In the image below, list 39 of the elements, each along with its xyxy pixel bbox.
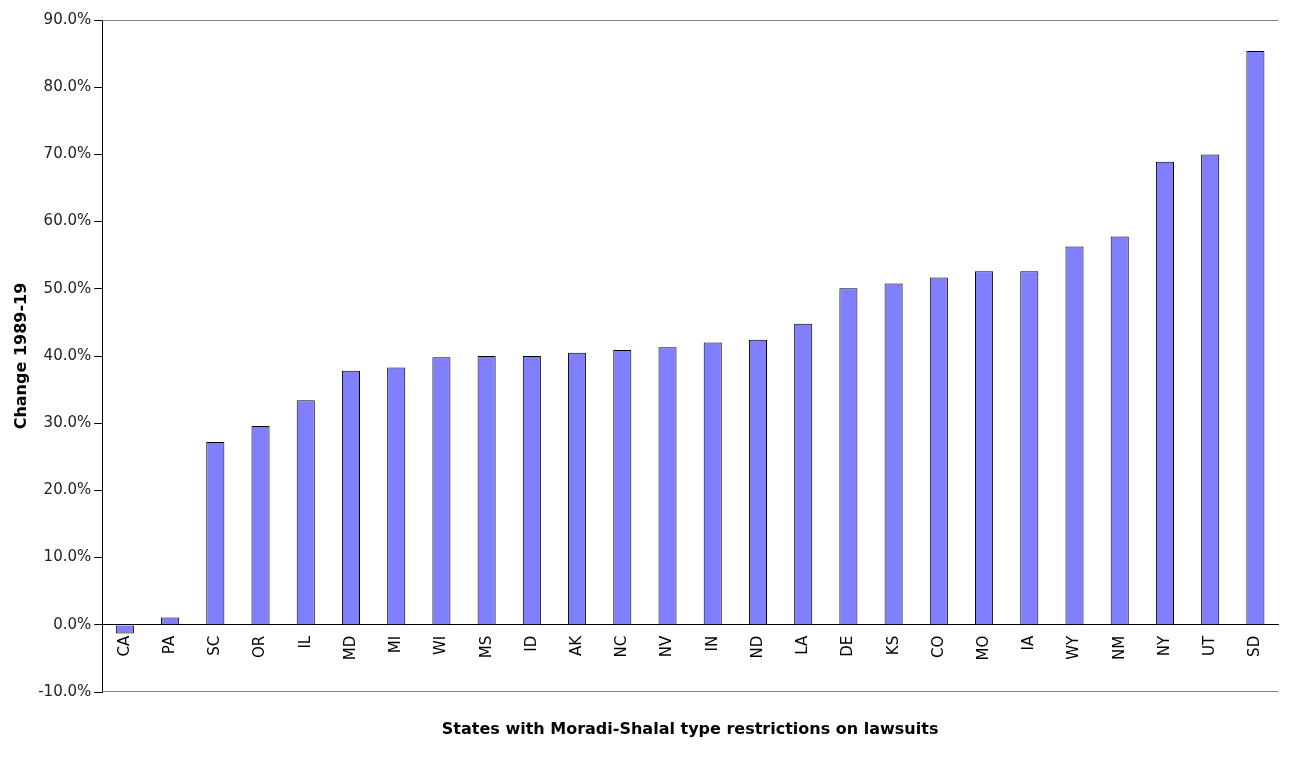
x-tick-label: SD (1245, 635, 1264, 657)
x-tick-label: ID (521, 635, 540, 652)
y-tick-label: 50.0% (43, 278, 92, 297)
y-tick-label: 10.0% (43, 547, 92, 566)
y-tick-label: 90.0% (43, 9, 92, 28)
x-tick-label: CO (928, 635, 947, 659)
x-tick-label: PA (159, 635, 178, 655)
x-tick-label: MO (973, 635, 992, 661)
x-tick-label: NM (1109, 635, 1128, 660)
x-tick-label: DE (838, 635, 857, 657)
x-tick-label: CA (114, 635, 133, 657)
y-tick-label: 30.0% (43, 413, 92, 432)
x-tick-label: LA (793, 635, 812, 655)
x-tick-label: ND (747, 635, 766, 659)
y-tick-label: -10.0% (38, 681, 92, 700)
x-tick-label: UT (1200, 634, 1219, 656)
x-tick-label: MD (340, 635, 359, 661)
x-tick-label: IA (1019, 635, 1038, 651)
y-tick-label: 80.0% (43, 77, 92, 96)
y-tick-label: 40.0% (43, 345, 92, 364)
x-tick-label: IN (702, 635, 721, 652)
y-axis-title: Change 1989-19 (10, 282, 30, 430)
y-tick-label: 0.0% (53, 614, 92, 633)
y-tick-label: 20.0% (43, 480, 92, 499)
x-tick-label: MI (386, 635, 405, 654)
x-tick-label: NC (612, 635, 631, 658)
x-tick-label: WY (1064, 634, 1083, 660)
x-tick-label: AK (566, 634, 585, 656)
y-tick-label: 70.0% (43, 144, 92, 163)
x-axis-title: States with Moradi-Shalal type restrictions on lawsuits (441, 719, 939, 739)
x-tick-label: SC (205, 635, 224, 656)
x-tick-label: IL (295, 635, 314, 649)
x-tick-label: NV (657, 635, 676, 658)
x-tick-label: KS (883, 635, 902, 656)
x-tick-label: OR (250, 635, 269, 659)
x-tick-label: WI (431, 635, 450, 656)
x-tick-label: MS (476, 635, 495, 659)
y-tick-label: 60.0% (43, 211, 92, 230)
x-tick-label: NY (1154, 634, 1173, 657)
